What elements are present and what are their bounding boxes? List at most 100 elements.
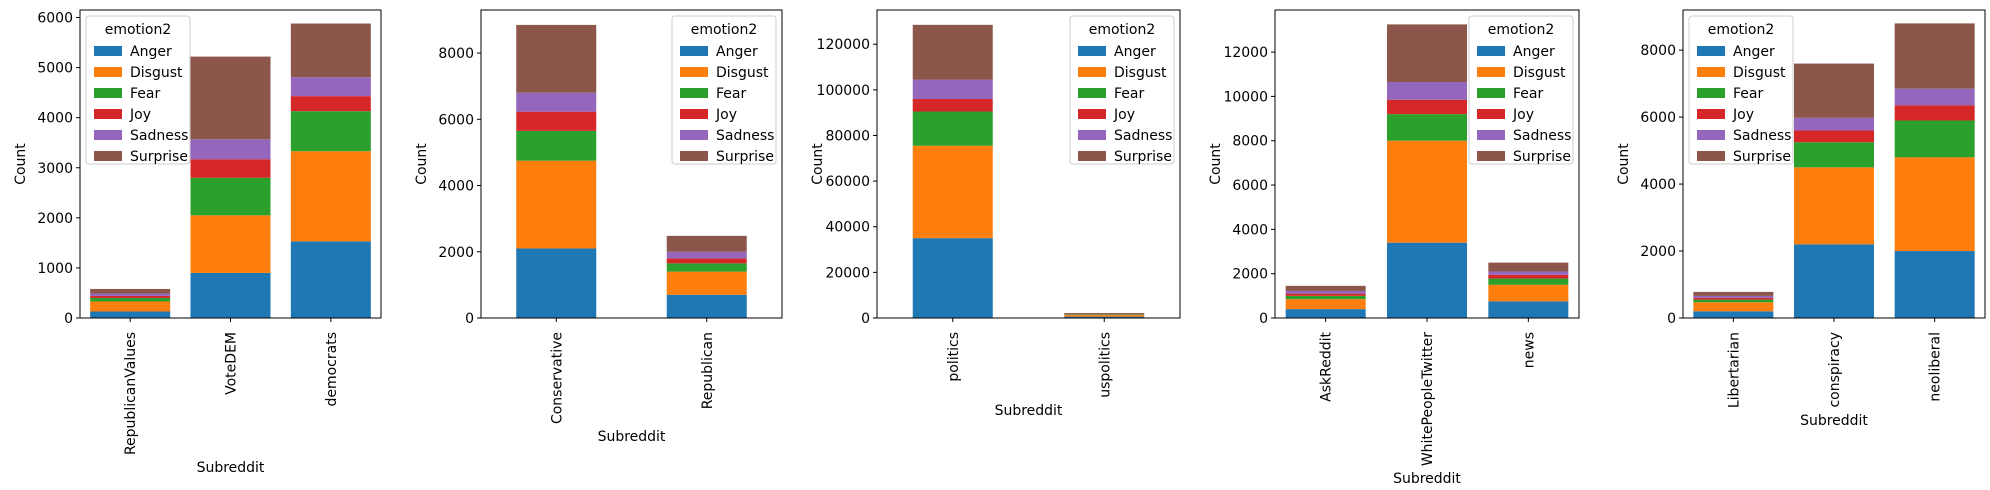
y-tick-label: 8000 — [1232, 134, 1268, 150]
bar-segment-joy-conspiracy — [1794, 130, 1874, 143]
y-tick-label: 8000 — [438, 46, 474, 62]
legend-item-disgust: Disgust — [1733, 65, 1786, 81]
chart-panel-2: 0 2000 4000 6000 8000 Conservative Republican S… — [414, 9, 783, 445]
y-tick-label: 12000 — [1223, 45, 1268, 61]
legend-item-fear: Fear — [1513, 86, 1543, 102]
legend-swatch-joy — [1477, 109, 1505, 119]
legend-item-anger: Anger — [716, 44, 758, 60]
bar-segment-surprise-news — [1488, 262, 1569, 272]
y-tick-label: 8000 — [1640, 43, 1676, 59]
bar-segment-anger-news — [1488, 301, 1569, 318]
x-axis-title: Subreddit — [197, 460, 265, 476]
bar-segment-sadness-news — [1488, 271, 1569, 275]
bar-segment-fear-news — [1488, 278, 1569, 285]
x-tick-label: uspolitics — [1097, 332, 1113, 398]
bar-segment-fear-conspiracy — [1794, 142, 1874, 168]
bar-segment-disgust-votedem — [190, 215, 271, 273]
legend: emotion2 Anger Disgust Fear Joy Sadness Surpri… — [85, 15, 191, 165]
bar-segment-joy-neoliberal — [1894, 105, 1975, 121]
bar-segment-anger-republican — [666, 294, 747, 318]
legend-item-disgust: Disgust — [1114, 65, 1167, 81]
x-tick-label: WhitePeopleTwitter — [1420, 332, 1436, 466]
chart-panel-3: 0 20000 40000 60000 80000 100000 120000 politic… — [810, 9, 1181, 419]
bar-segment-fear-libertarian — [1693, 299, 1774, 303]
bar-segment-disgust-neoliberal — [1894, 157, 1975, 252]
legend: emotion2 Anger Disgust Fear Joy Sadness Surpri… — [1069, 15, 1175, 165]
legend-item-disgust: Disgust — [716, 65, 769, 81]
bar-segment-disgust-conspiracy — [1794, 167, 1874, 245]
legend-swatch-disgust — [1078, 67, 1106, 77]
bar-segment-disgust-uspolitics — [1064, 315, 1145, 317]
bar-segment-anger-whitepeopletwitter — [1387, 242, 1467, 318]
bar-segment-joy-libertarian — [1693, 297, 1774, 300]
bar-segment-fear-uspolitics — [1064, 314, 1145, 316]
bar-segment-surprise-libertarian — [1693, 291, 1774, 296]
y-axis-title: Count — [810, 143, 826, 185]
chart-panel-5: 0 2000 4000 6000 8000 Libertarian conspiracy ne… — [1616, 9, 1986, 429]
legend-swatch-joy — [94, 109, 122, 119]
bar-segment-anger-politics — [912, 238, 993, 318]
legend-item-joy: Joy — [1113, 107, 1135, 123]
y-tick-label: 6000 — [37, 11, 73, 27]
legend-swatch-sadness — [1477, 130, 1505, 140]
bar-segment-anger-votedem — [190, 272, 271, 318]
bar-segment-joy-askreddit — [1285, 293, 1366, 296]
y-axis-title: Count — [1208, 143, 1224, 185]
y-tick-label: 4000 — [1640, 177, 1676, 193]
legend: emotion2 Anger Disgust Fear Joy Sadness Surpri… — [671, 15, 777, 165]
legend-item-joy: Joy — [129, 107, 151, 123]
legend-swatch-disgust — [1477, 67, 1505, 77]
bar-segment-surprise-neoliberal — [1894, 23, 1975, 89]
bar-segment-disgust-republican — [666, 271, 747, 295]
legend-swatch-fear — [1477, 88, 1505, 98]
legend-item-sadness: Sadness — [716, 128, 774, 144]
legend-item-sadness: Sadness — [130, 128, 188, 144]
legend-title: emotion2 — [691, 22, 758, 38]
x-tick-label: neoliberal — [1928, 332, 1944, 402]
bar-segment-anger-conspiracy — [1794, 244, 1874, 318]
bar-segment-disgust-whitepeopletwitter — [1387, 140, 1467, 243]
legend-title: emotion2 — [1089, 22, 1156, 38]
legend-item-sadness: Sadness — [1733, 128, 1791, 144]
legend-title: emotion2 — [105, 22, 172, 38]
bar-segment-joy-news — [1488, 274, 1569, 279]
bar-segment-anger-libertarian — [1693, 311, 1774, 318]
y-tick-label: 80000 — [825, 128, 870, 144]
bar-segment-anger-democrats — [290, 241, 371, 318]
bar-segment-joy-votedem — [190, 159, 271, 178]
bar-segment-fear-politics — [912, 111, 993, 146]
bar-segment-joy-whitepeopletwitter — [1387, 99, 1467, 115]
y-tick-label: 4000 — [1232, 222, 1268, 238]
y-tick-label: 2000 — [1232, 267, 1268, 283]
chart-panel-4: 0 2000 4000 6000 8000 10000 12000 AskReddit Whit… — [1208, 9, 1580, 487]
legend-swatch-fear — [680, 88, 708, 98]
legend-item-surprise: Surprise — [1513, 149, 1571, 165]
y-tick-label: 0 — [64, 311, 73, 327]
x-axis-title: Subreddit — [995, 403, 1063, 419]
legend-item-fear: Fear — [130, 86, 160, 102]
bar-segment-surprise-conspiracy — [1794, 63, 1874, 118]
bar-segment-disgust-politics — [912, 145, 993, 239]
x-tick-label: Republican — [700, 332, 716, 409]
legend-swatch-fear — [1078, 88, 1106, 98]
y-tick-label: 4000 — [438, 179, 474, 195]
legend-swatch-anger — [680, 46, 708, 56]
y-tick-label: 0 — [861, 311, 870, 327]
legend-item-joy: Joy — [1732, 107, 1754, 123]
bar-segment-disgust-conservative — [516, 160, 597, 249]
legend-swatch-anger — [1078, 46, 1106, 56]
bar-segment-fear-republicanvalues — [90, 297, 171, 302]
legend-item-joy: Joy — [1512, 107, 1534, 123]
bar-segment-fear-democrats — [290, 111, 371, 152]
legend-item-sadness: Sadness — [1513, 128, 1571, 144]
bar-segment-surprise-republican — [666, 235, 747, 252]
bar-segment-surprise-votedem — [190, 56, 271, 140]
legend-swatch-surprise — [1078, 151, 1106, 161]
y-tick-label: 4000 — [37, 111, 73, 127]
legend-item-anger: Anger — [1114, 44, 1156, 60]
bar-segment-fear-askreddit — [1285, 295, 1366, 300]
legend-item-sadness: Sadness — [1114, 128, 1172, 144]
legend-swatch-anger — [1477, 46, 1505, 56]
bar-segment-sadness-whitepeopletwitter — [1387, 82, 1467, 100]
